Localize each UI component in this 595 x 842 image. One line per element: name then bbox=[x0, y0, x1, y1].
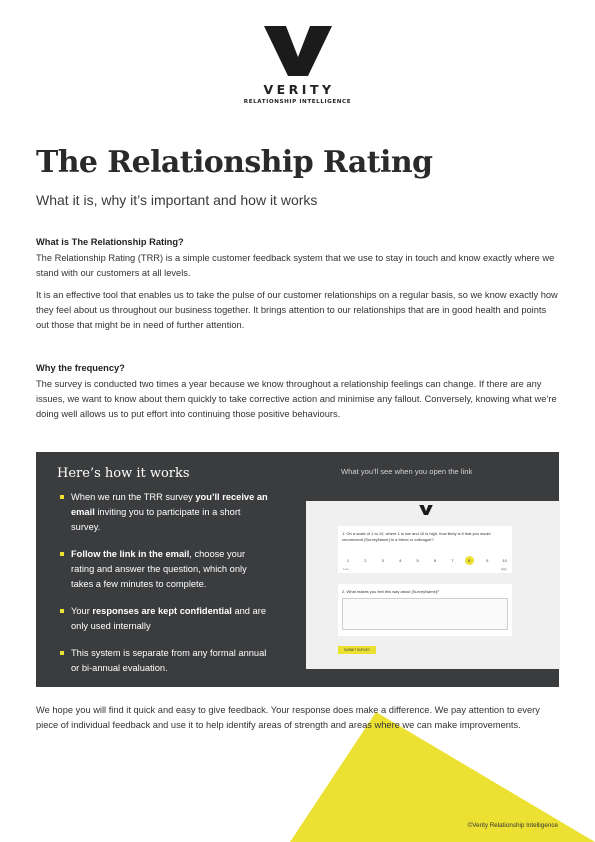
step-emphasis: you’ll receive an email bbox=[71, 492, 268, 517]
bullet-icon bbox=[60, 609, 64, 613]
section-heading: What is The Relationship Rating? bbox=[36, 237, 184, 247]
step-text: Your bbox=[71, 606, 93, 616]
rating-option[interactable]: 3 bbox=[381, 558, 384, 563]
section-what-is: What is The Relationship Rating? The Rel… bbox=[36, 236, 561, 333]
section-paragraph: It is an effective tool that enables us … bbox=[36, 290, 558, 330]
section-paragraph: The survey is conducted two times a year… bbox=[36, 379, 557, 419]
scale-low-label: Low bbox=[343, 567, 349, 571]
page-subtitle: What it is, why it’s important and how i… bbox=[36, 192, 318, 208]
question-1-text: 1. On a scale of 1 to 10, where 1 is low… bbox=[342, 531, 491, 542]
step-item: This system is separate from any formal … bbox=[60, 646, 270, 676]
copyright-text: ©Verity Relationship Intelligence bbox=[467, 822, 558, 829]
survey-question-1: 1. On a scale of 1 to 10, where 1 is low… bbox=[338, 526, 512, 573]
rating-option[interactable]: 4 bbox=[399, 558, 402, 563]
rating-scale: 1 2 3 4 5 6 7 8 9 10 bbox=[343, 556, 507, 566]
step-emphasis: responses are kept confidential bbox=[92, 606, 232, 616]
preview-caption: What you’ll see when you open the link bbox=[341, 467, 473, 476]
question-2-text: 2. What makes you feel this way about [S… bbox=[342, 589, 440, 594]
survey-preview: 1. On a scale of 1 to 10, where 1 is low… bbox=[306, 501, 560, 669]
submit-survey-button[interactable]: SUBMIT SURVEY bbox=[338, 646, 376, 654]
verity-logo: VERITY RELATIONSHIP INTELLIGENCE bbox=[0, 26, 595, 105]
step-item: When we run the TRR survey you’ll receiv… bbox=[60, 490, 270, 535]
closing-paragraph: We hope you will find it quick and easy … bbox=[36, 705, 540, 730]
rating-option[interactable]: 8 bbox=[464, 556, 474, 565]
panel-title: Here’s how it works bbox=[57, 466, 190, 481]
rating-option[interactable]: 7 bbox=[451, 558, 454, 563]
steps-list: When we run the TRR survey you’ll receiv… bbox=[60, 490, 270, 688]
section-paragraph: The Relationship Rating (TRR) is a simpl… bbox=[36, 253, 555, 278]
rating-option[interactable]: 6 bbox=[433, 558, 437, 563]
step-emphasis: Follow the link in the email bbox=[71, 549, 190, 559]
feedback-textarea[interactable] bbox=[342, 598, 508, 630]
bullet-icon bbox=[60, 651, 64, 655]
scale-high-label: High bbox=[500, 567, 507, 571]
verity-v-logo-icon bbox=[263, 26, 332, 76]
survey-question-2: 2. What makes you feel this way about [S… bbox=[338, 584, 512, 636]
rating-option[interactable]: 9 bbox=[486, 558, 489, 563]
step-item: Follow the link in the email, choose you… bbox=[60, 547, 270, 592]
step-text: , choose your rating and answer the ques… bbox=[71, 549, 247, 589]
verity-v-logo-icon bbox=[419, 505, 433, 515]
rating-option[interactable]: 2 bbox=[364, 558, 367, 563]
how-it-works-panel: Here’s how it works When we run the TRR … bbox=[36, 452, 560, 688]
rating-option[interactable]: 5 bbox=[416, 558, 419, 563]
bullet-icon bbox=[60, 552, 64, 556]
step-item: Your responses are kept confidential and… bbox=[60, 604, 270, 634]
step-text: When we run the TRR survey bbox=[71, 492, 196, 502]
bullet-icon bbox=[60, 495, 64, 499]
step-text: This system is separate from any formal … bbox=[71, 648, 267, 673]
step-text: and are only used internally bbox=[71, 606, 266, 631]
rating-option[interactable]: 1 bbox=[346, 558, 350, 563]
page-title: The Relationship Rating bbox=[36, 145, 433, 180]
step-text: inviting you to participate in a short s… bbox=[71, 507, 241, 532]
section-heading: Why the frequency? bbox=[36, 363, 125, 373]
rating-option[interactable]: 10 bbox=[502, 558, 507, 563]
brand-tagline: RELATIONSHIP INTELLIGENCE bbox=[243, 99, 352, 105]
section-why-frequency: Why the frequency? The survey is conduct… bbox=[36, 362, 561, 422]
brand-name: VERITY bbox=[263, 82, 335, 97]
